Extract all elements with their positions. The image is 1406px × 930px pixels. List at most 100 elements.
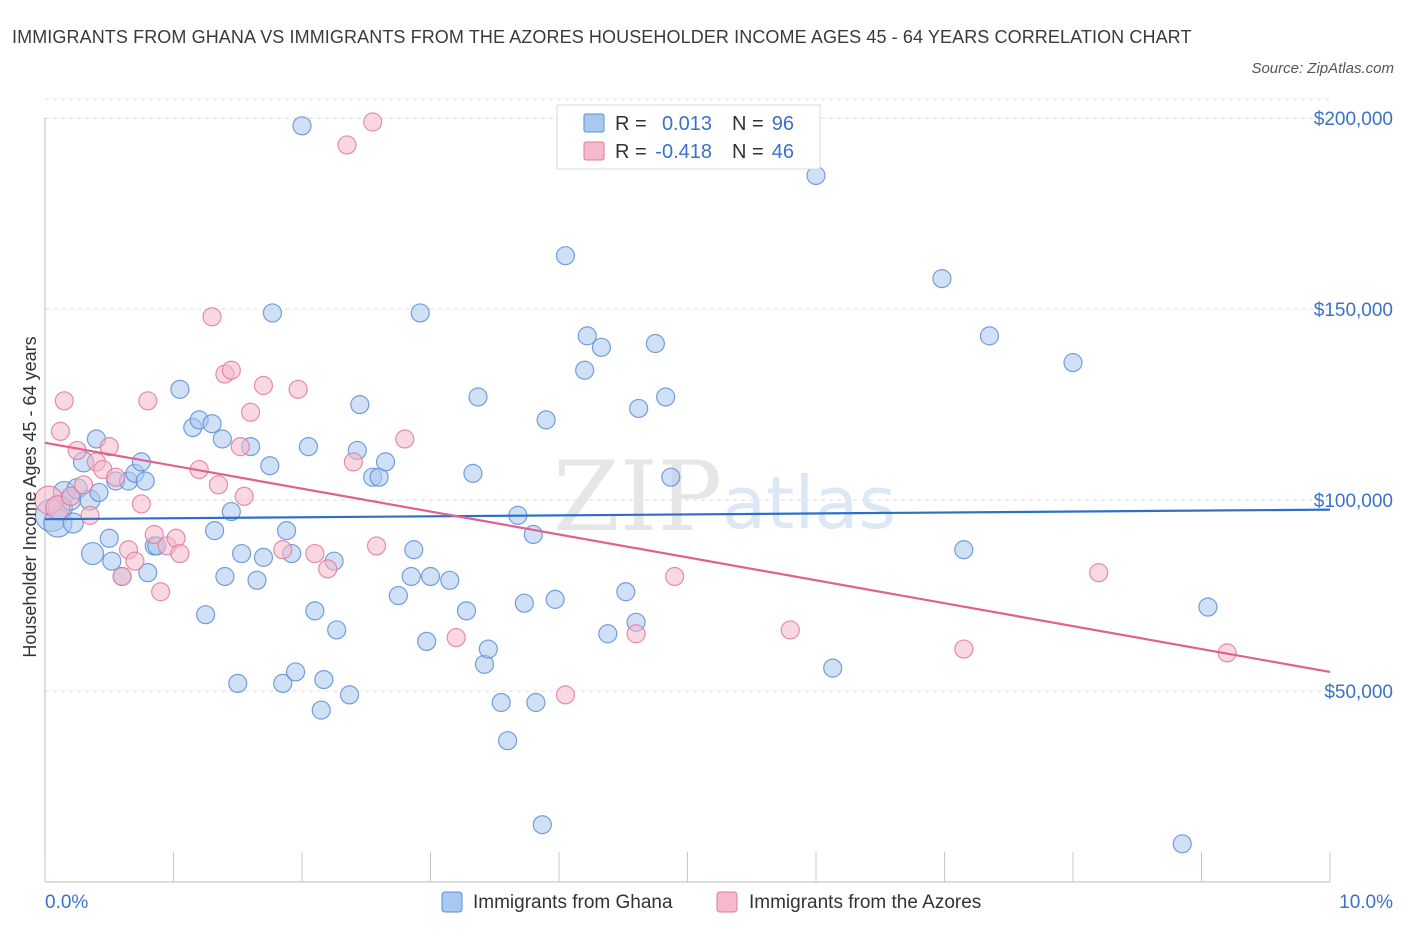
azores-point xyxy=(131,494,151,514)
ghana-point xyxy=(526,692,546,713)
ghana-point xyxy=(80,541,105,566)
ghana-point xyxy=(629,398,649,419)
ghana-point xyxy=(1198,597,1218,617)
ghana-point xyxy=(661,467,681,487)
ghana-point xyxy=(823,658,843,678)
data-points xyxy=(34,112,1237,854)
ghana-point xyxy=(170,379,190,399)
azores-point xyxy=(54,391,74,411)
azores-trend-line xyxy=(44,441,1331,674)
azores-point xyxy=(234,486,254,506)
ghana-point xyxy=(276,521,297,541)
azores-point xyxy=(555,685,576,705)
y-tick-labels: $50,000 $100,000 $150,000 $200,000 xyxy=(1314,109,1393,703)
ghana-point xyxy=(388,585,408,606)
ghana-point xyxy=(247,570,267,590)
ghana-point xyxy=(577,326,597,346)
ghana-point xyxy=(311,700,331,720)
azores-point xyxy=(395,429,415,449)
stats-n-azores: 46 xyxy=(772,141,794,163)
azores-point xyxy=(241,402,261,422)
legend-label-ghana[interactable]: Immigrants from Ghana xyxy=(473,892,673,913)
ghana-point xyxy=(285,662,306,682)
ghana-point xyxy=(292,116,312,136)
ghana-point xyxy=(575,360,595,380)
ghana-point xyxy=(954,540,974,560)
ghana-point xyxy=(440,570,460,590)
ghana-point xyxy=(221,501,241,522)
ghana-point xyxy=(498,731,518,751)
ghana-point xyxy=(1063,353,1083,373)
ghana-point xyxy=(456,601,477,621)
ghana-point xyxy=(468,387,488,407)
stats-n-label-azores: N = xyxy=(732,141,764,163)
azores-point xyxy=(61,486,81,506)
stats-r-ghana: 0.013 xyxy=(662,113,712,135)
ghana-point xyxy=(404,540,424,560)
watermark: ZIP atlas xyxy=(553,441,896,553)
gridlines xyxy=(45,98,1330,692)
azores-point xyxy=(208,475,229,495)
legend-swatch-ghana[interactable] xyxy=(441,891,463,913)
stats-box: R = 0.013 N = 96 R = -0.418 N = 46 xyxy=(556,104,821,170)
ghana-point xyxy=(420,566,441,587)
ghana-point xyxy=(138,563,158,583)
ghana-point xyxy=(463,463,483,483)
azores-point xyxy=(288,379,308,399)
stats-r-azores: -0.418 xyxy=(655,141,712,163)
ghana-point xyxy=(99,528,119,548)
azores-point xyxy=(343,452,363,472)
ghana-trend-line xyxy=(44,508,1331,521)
ghana-point xyxy=(202,414,222,434)
azores-point xyxy=(253,375,274,396)
ghana-point xyxy=(645,333,665,354)
legend: Immigrants from Ghana Immigrants from th… xyxy=(441,891,981,913)
stats-n-label-ghana: N = xyxy=(732,113,764,135)
azores-point xyxy=(446,627,466,648)
azores-point xyxy=(151,582,171,602)
ghana-point xyxy=(298,437,319,457)
stats-r-label-azores: R = xyxy=(615,141,647,163)
azores-point xyxy=(99,437,119,457)
ghana-point xyxy=(1172,834,1192,854)
y-axis-label: Householder Income Ages 45 - 64 years xyxy=(20,336,40,657)
ghana-point xyxy=(932,268,952,289)
y-tick-label: $150,000 xyxy=(1314,300,1393,321)
ghana-point xyxy=(417,631,437,652)
ghana-point xyxy=(205,521,225,541)
ghana-point xyxy=(598,624,618,644)
ghana-point xyxy=(656,387,676,407)
ghana-point xyxy=(401,566,421,587)
trend-lines xyxy=(44,441,1331,674)
ghana-point xyxy=(89,482,109,503)
azores-point xyxy=(305,543,325,564)
ghana-point xyxy=(314,669,334,690)
azores-point xyxy=(50,421,71,441)
azores-point xyxy=(144,524,164,545)
ghana-point xyxy=(339,685,360,705)
ghana-point xyxy=(350,395,370,415)
ghana-point xyxy=(536,410,556,430)
azores-point xyxy=(73,475,94,495)
ghana-point xyxy=(135,471,155,491)
y-tick-label: $50,000 xyxy=(1324,682,1393,703)
ghana-point xyxy=(591,337,612,357)
legend-label-azores[interactable]: Immigrants from the Azores xyxy=(749,892,981,913)
ghana-point xyxy=(102,551,122,571)
ghana-point xyxy=(196,605,216,625)
azores-point xyxy=(106,467,126,487)
ghana-point xyxy=(232,543,252,564)
chart-title: IMMIGRANTS FROM GHANA VS IMMIGRANTS FROM… xyxy=(12,27,1192,47)
ghana-point xyxy=(545,589,565,609)
legend-swatch-azores[interactable] xyxy=(716,891,738,913)
ghana-point xyxy=(212,429,232,449)
azores-point xyxy=(337,135,357,155)
x-tick-label-min: 0.0% xyxy=(45,892,88,913)
ghana-point xyxy=(478,639,498,659)
azores-point xyxy=(202,307,222,327)
ghana-point xyxy=(273,673,293,694)
ghana-point xyxy=(228,673,248,694)
ghana-point xyxy=(262,303,283,323)
ghana-point xyxy=(260,456,280,476)
